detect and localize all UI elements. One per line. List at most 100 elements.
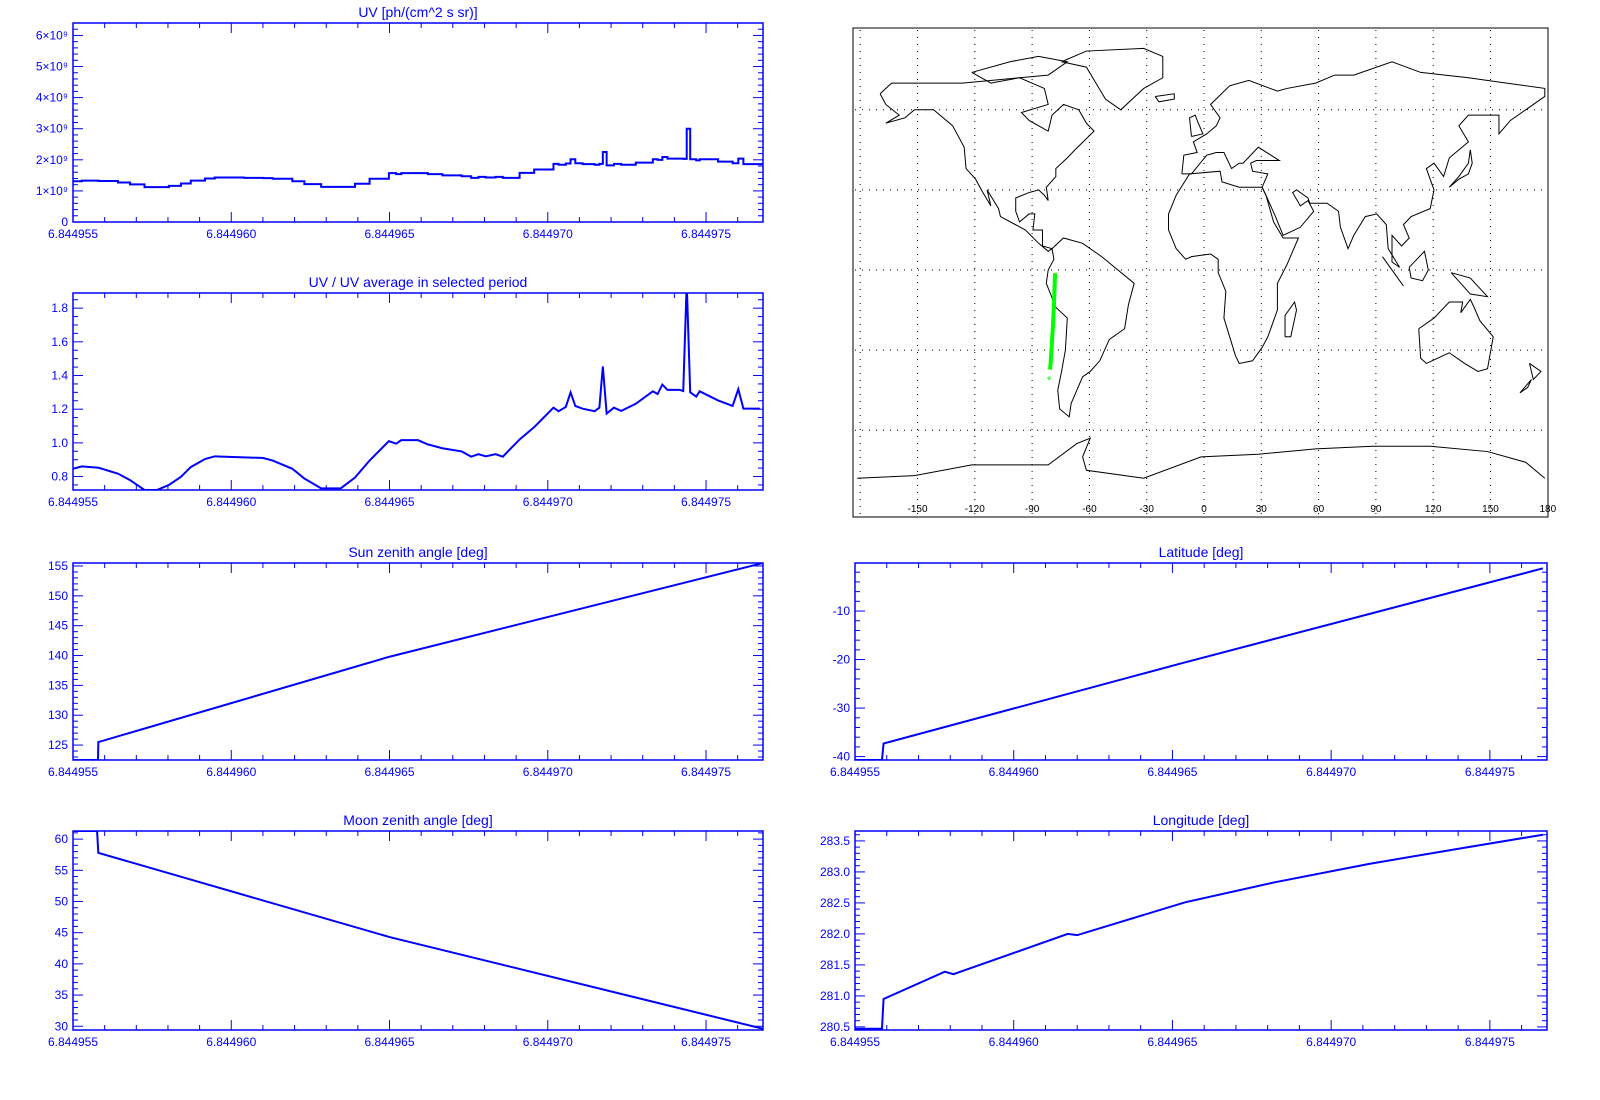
x-tick-label: 6.844955: [830, 765, 880, 779]
coastline-new-zealand-south: [1519, 379, 1532, 394]
y-tick-label: 3×10⁹: [36, 122, 68, 136]
plot-frame: [854, 830, 1548, 1031]
y-tick-label: 125: [48, 738, 68, 752]
x-tick-label: 6.844955: [48, 765, 98, 779]
y-tick-label: -30: [833, 701, 851, 715]
y-tick-label: 40: [55, 957, 69, 971]
chart-title: Sun zenith angle [deg]: [348, 544, 487, 560]
y-tick-label: 1.0: [51, 436, 68, 450]
x-tick-label: 6.844970: [523, 227, 573, 241]
x-tick-label: 6.844965: [364, 495, 414, 509]
track-start-marker: *: [1047, 374, 1052, 388]
x-tick-label: 6.844975: [1465, 1035, 1515, 1049]
latitude-chart: Latitude [deg] 6.844955 6.844960 6.844965 6.…: [830, 544, 1548, 779]
coastline-new-zealand-north: [1529, 363, 1542, 381]
x-tick-label: 6.844965: [364, 227, 414, 241]
x-tick-label: 6.844965: [1147, 765, 1197, 779]
lon-tick-label: -90: [1025, 504, 1040, 515]
y-tick-label: -10: [833, 604, 851, 618]
world-map: * -150 -120 -90 -60 -30 0 30 60 90 120 150 180: [852, 27, 1557, 518]
sun-zenith-chart: Sun zenith angle [deg] 6.844955 6.844960 6.…: [48, 544, 764, 779]
chart-title: UV / UV average in selected period: [309, 274, 528, 290]
y-tick-label: 155: [48, 559, 68, 573]
lon-tick-label: -120: [965, 504, 985, 515]
coastline-borneo: [1408, 250, 1429, 282]
chart-title: Latitude [deg]: [1159, 544, 1244, 560]
y-tick-label: 0: [61, 215, 68, 229]
lon-tick-label: -150: [907, 504, 927, 515]
x-tick-label: 6.844960: [989, 1035, 1039, 1049]
moon-zenith-chart: Moon zenith angle [deg] 6.844955 6.844960 6…: [48, 812, 764, 1049]
x-tick-label: 6.844965: [1147, 1035, 1197, 1049]
y-tick-label: 55: [55, 863, 69, 877]
lon-tick-label: 90: [1370, 504, 1382, 515]
x-tick-label: 6.844955: [48, 227, 98, 241]
ground-track: [1048, 273, 1058, 370]
y-tick-label: 281.0: [820, 989, 850, 1003]
lon-tick-label: 150: [1482, 504, 1499, 515]
x-tick-label: 6.844960: [206, 1035, 256, 1049]
coastline-eurasia: [1181, 61, 1546, 268]
y-tick-label: 45: [55, 926, 69, 940]
y-tick-label: 35: [55, 988, 69, 1002]
series-line: [73, 563, 763, 760]
series-line: [855, 567, 1544, 760]
lon-tick-label: 120: [1425, 504, 1442, 515]
y-tick-label: -40: [833, 750, 851, 764]
coastline-north-america: [879, 77, 1095, 252]
plot-frame: [854, 562, 1548, 761]
x-tick-label: 6.844970: [1306, 765, 1356, 779]
lon-tick-label: 30: [1256, 504, 1268, 515]
x-tick-label: 6.844965: [364, 765, 414, 779]
coastline-madagascar: [1284, 300, 1298, 338]
y-tick-label: 50: [55, 894, 69, 908]
map-frame: [852, 27, 1549, 518]
uv-chart: UV [ph/(cm^2 s sr)] 6.844955 6.844960 6.844…: [36, 4, 764, 241]
y-tick-label: 30: [55, 1019, 69, 1033]
y-tick-label: 1.2: [51, 402, 68, 416]
y-tick-label: -20: [833, 653, 851, 667]
x-tick-label: 6.844960: [989, 765, 1039, 779]
y-tick-label: 150: [48, 589, 68, 603]
x-tick-label: 6.844965: [364, 1035, 414, 1049]
coastline-australia: [1418, 298, 1494, 372]
coastline-africa: [1168, 170, 1300, 365]
y-tick-label: 145: [48, 619, 68, 633]
coastline-sumatra: [1382, 256, 1404, 287]
uv-ratio-chart: UV / UV average in selected period 6.8449…: [48, 274, 764, 509]
series-line: [73, 831, 763, 1030]
y-tick-label: 0.8: [51, 470, 68, 484]
x-tick-label: 6.844975: [681, 1035, 731, 1049]
coastline-britain: [1189, 114, 1204, 137]
y-tick-label: 282.0: [820, 927, 850, 941]
plot-frame: [72, 830, 764, 1031]
y-tick-label: 2×10⁹: [36, 153, 68, 167]
x-tick-label: 6.844975: [681, 495, 731, 509]
y-tick-label: 135: [48, 678, 68, 692]
coastline-greenland: [1061, 47, 1164, 111]
y-tick-label: 130: [48, 708, 68, 722]
x-tick-label: 6.844970: [523, 495, 573, 509]
y-tick-label: 140: [48, 649, 68, 663]
y-tick-label: 5×10⁹: [36, 60, 68, 74]
x-tick-label: 6.844970: [523, 1035, 573, 1049]
x-tick-label: 6.844960: [206, 495, 256, 509]
plot-frame: [72, 562, 764, 761]
y-tick-label: 60: [55, 832, 69, 846]
y-tick-label: 280.5: [820, 1020, 850, 1034]
chart-title: UV [ph/(cm^2 s sr)]: [358, 4, 477, 20]
x-tick-label: 6.844955: [48, 495, 98, 509]
x-tick-label: 6.844975: [681, 765, 731, 779]
x-tick-label: 6.844960: [206, 765, 256, 779]
y-tick-label: 1×10⁹: [36, 184, 68, 198]
x-tick-label: 6.844960: [206, 227, 256, 241]
coastline-arctic-islands: [971, 55, 1069, 84]
series-line: [73, 127, 763, 189]
coastline-iceland: [1154, 93, 1175, 103]
y-tick-label: 1.6: [51, 335, 68, 349]
coastline-new-guinea: [1450, 272, 1489, 298]
lon-tick-label: 180: [1539, 504, 1556, 515]
lon-tick-label: 60: [1313, 504, 1325, 515]
y-tick-label: 283.5: [820, 834, 850, 848]
x-tick-label: 6.844955: [48, 1035, 98, 1049]
